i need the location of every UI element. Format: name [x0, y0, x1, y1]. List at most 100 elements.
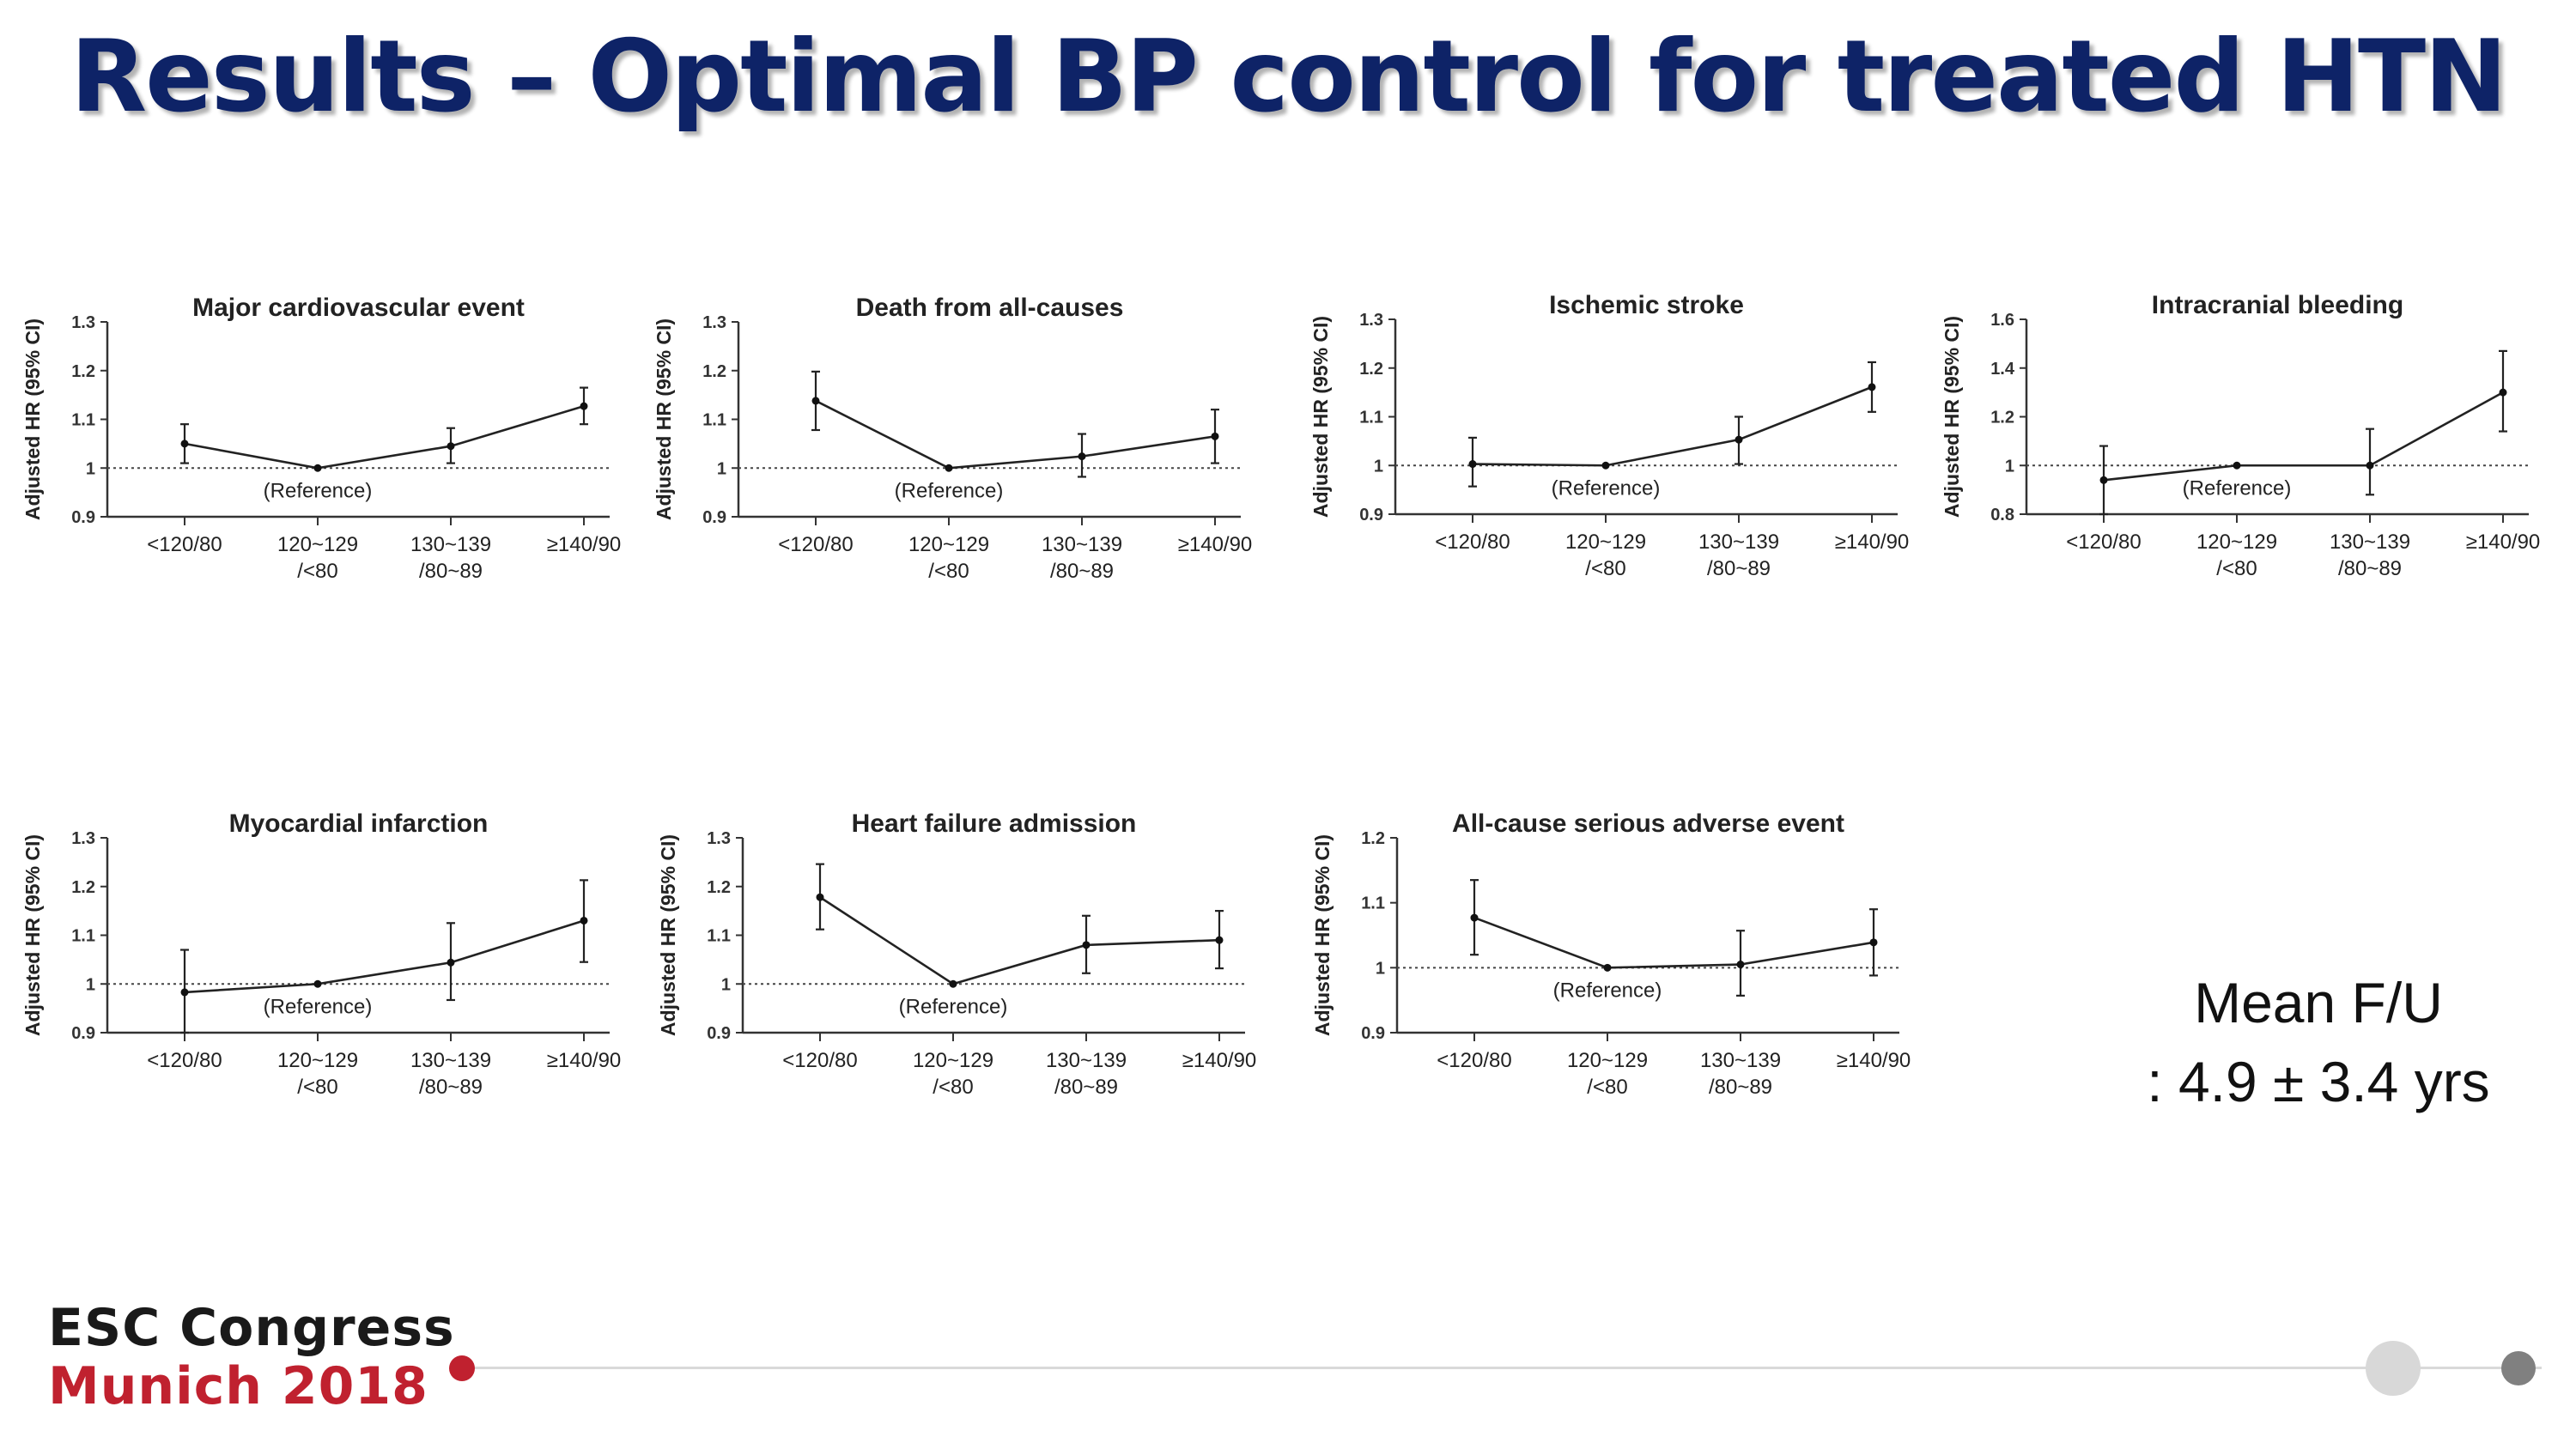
x-tick-label: ≥140/90 [547, 533, 622, 556]
y-axis-label: Adjusted HR (95% CI) [1311, 834, 1334, 1036]
data-point [2499, 388, 2507, 397]
x-tick-label: 130~139/80~89 [1042, 533, 1122, 583]
data-point [1078, 452, 1086, 461]
footer-red-dot [449, 1355, 475, 1381]
chart-panel-intracranial-bleeding: Intracranial bleeding Adjusted HR (95% CI… [1936, 285, 2555, 654]
chart-title: Death from all-causes [856, 294, 1124, 322]
x-tick-label: 120~129/<80 [2196, 530, 2277, 580]
data-point [580, 916, 588, 925]
data-point [949, 979, 957, 988]
x-tick-label: 130~139/80~89 [1700, 1049, 1781, 1099]
x-tick-label: <120/80 [778, 533, 853, 556]
y-axis-label: Adjusted HR (95% CI) [21, 834, 44, 1036]
data-point [1735, 435, 1743, 444]
x-tick-label: ≥140/90 [547, 1049, 622, 1072]
chart-panel-heart-failure-admission: Heart failure admission Adjusted HR (95% … [653, 803, 1271, 1173]
y-tick-label: 0.9 [702, 508, 726, 527]
y-tick-label: 0.9 [71, 508, 95, 527]
data-point [1468, 460, 1477, 469]
followup-label: Mean F/U [2194, 971, 2443, 1034]
x-tick-label: ≥140/90 [1178, 533, 1253, 556]
followup-value: : 4.9 ± 3.4 yrs [2147, 1050, 2490, 1113]
chart-svg: Major cardiovascular event Adjusted HR (9… [21, 294, 622, 583]
x-tick-label: ≥140/90 [2466, 530, 2541, 554]
y-tick-label: 1.2 [71, 362, 95, 381]
y-tick-label: 0.9 [1361, 1024, 1385, 1043]
data-point [1869, 938, 1878, 947]
x-tick-label: 120~129/<80 [1567, 1049, 1648, 1099]
chart-title: Myocardial infarction [229, 809, 489, 838]
data-point [1603, 963, 1612, 972]
y-tick-label: 1 [717, 459, 726, 478]
chart-panel-major-cardiovascular-event: Major cardiovascular event Adjusted HR (9… [17, 288, 635, 657]
reference-annotation: (Reference) [1552, 476, 1661, 500]
x-tick-label: <120/80 [1437, 1049, 1511, 1072]
data-point [1736, 961, 1745, 969]
y-tick-label: 0.9 [71, 1024, 95, 1043]
data-point [945, 464, 953, 472]
chart-title: Major cardiovascular event [192, 294, 525, 322]
y-tick-label: 1.2 [71, 878, 95, 897]
data-point [2366, 461, 2374, 470]
chart-svg: Myocardial infarction Adjusted HR (95% CI… [21, 809, 622, 1099]
data-point [180, 440, 189, 448]
x-tick-label: <120/80 [1435, 530, 1510, 554]
x-tick-label: <120/80 [782, 1049, 857, 1072]
y-tick-label: 1 [2005, 457, 2014, 476]
y-tick-label: 1.1 [71, 411, 95, 430]
series-line [184, 404, 585, 470]
y-tick-label: 0.8 [1990, 506, 2014, 524]
data-point [1211, 432, 1219, 440]
chart-panel-all-cause-serious-adverse-event: All-cause serious adverse event Adjusted … [1307, 803, 1925, 1173]
y-tick-label: 1.3 [71, 829, 95, 848]
data-point [580, 402, 588, 410]
y-tick-label: 1.1 [1359, 409, 1383, 427]
x-tick-label: <120/80 [2066, 530, 2141, 554]
chart-panel-ischemic-stroke: Ischemic stroke Adjusted HR (95% CI) 0.9 1 1… [1305, 285, 1923, 654]
chart-panel-myocardial-infarction: Myocardial infarction Adjusted HR (95% CI… [17, 803, 635, 1173]
y-tick-label: 1 [1376, 959, 1385, 978]
y-tick-label: 1.3 [1359, 311, 1383, 330]
data-point [447, 442, 455, 451]
series-line [819, 896, 1220, 985]
y-tick-label: 1.2 [1361, 829, 1385, 848]
data-point [313, 464, 322, 472]
x-tick-label: 120~129/<80 [908, 533, 989, 583]
data-point [1601, 461, 1610, 470]
reference-annotation: (Reference) [899, 995, 1008, 1018]
y-tick-label: 1.1 [71, 927, 95, 946]
y-tick-label: 1.1 [702, 411, 726, 430]
y-tick-label: 1.3 [71, 313, 95, 332]
series-line [1473, 916, 1874, 969]
y-tick-label: 1 [86, 975, 95, 994]
slide-title: Results – Optimal BP control for treated… [70, 19, 2507, 135]
y-tick-label: 1 [721, 975, 731, 994]
congress-location: Munich 2018 [48, 1356, 428, 1416]
y-tick-label: 1.1 [707, 927, 731, 946]
x-tick-label: 120~129/<80 [913, 1049, 993, 1099]
y-tick-label: 1.3 [707, 829, 731, 848]
series-line [2103, 391, 2504, 482]
series-line [815, 399, 1216, 470]
y-axis-label: Adjusted HR (95% CI) [657, 834, 679, 1036]
x-tick-label: <120/80 [147, 533, 222, 556]
y-tick-label: 1.2 [707, 878, 731, 897]
x-tick-label: 130~139/80~89 [2330, 530, 2410, 580]
y-tick-label: 1 [86, 459, 95, 478]
y-tick-label: 1.6 [1990, 311, 2014, 330]
data-point [180, 988, 189, 997]
y-tick-label: 1.2 [1990, 409, 2014, 427]
footer-nav-circle [2366, 1341, 2421, 1396]
y-tick-label: 1 [1374, 457, 1383, 476]
data-point [1470, 913, 1479, 922]
data-point [2233, 461, 2241, 470]
y-tick-label: 1.2 [1359, 360, 1383, 379]
y-axis-label: Adjusted HR (95% CI) [653, 318, 675, 520]
y-axis-label: Adjusted HR (95% CI) [1941, 316, 1963, 518]
x-tick-label: 120~129/<80 [277, 1049, 358, 1099]
x-tick-label: 130~139/80~89 [1698, 530, 1779, 580]
chart-svg: Death from all-causes Adjusted HR (95% CI… [653, 294, 1253, 583]
chart-svg: All-cause serious adverse event Adjusted … [1311, 809, 1911, 1099]
series-line [1472, 385, 1873, 467]
congress-name: ESC Congress [48, 1298, 455, 1358]
